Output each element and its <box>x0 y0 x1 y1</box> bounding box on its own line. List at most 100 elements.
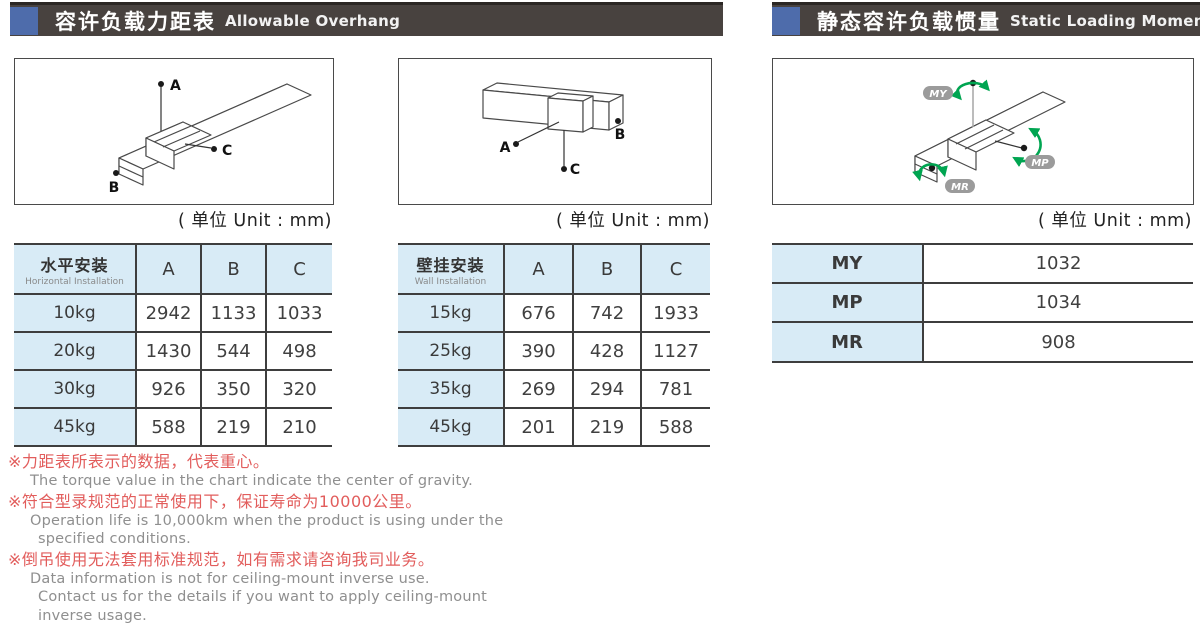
cell-value: 1033 <box>265 295 332 333</box>
column-header-c: C <box>265 245 332 295</box>
cell-value: 742 <box>572 295 640 333</box>
moment-title-zh: 静态容许负载惯量 <box>817 9 1001 34</box>
my-label: MY <box>929 89 948 100</box>
wall-install-diagram: A B C <box>398 58 712 205</box>
overhang-section-header: 容许负载力距表 Allowable Overhang <box>10 2 723 36</box>
column-header-b: B <box>572 245 640 295</box>
note-zh: ※倒吊使用无法套用标准规范，如有需求请咨询我司业务。 <box>8 549 435 569</box>
cell-value: 294 <box>572 371 640 409</box>
note-en: specified conditions. <box>38 531 191 547</box>
cell-value: 1933 <box>640 295 710 333</box>
mp-label: MP <box>1031 158 1049 169</box>
unit-label: ( 单位 Unit : mm) <box>177 211 332 231</box>
point-c-label: C <box>570 162 580 178</box>
cell-value: 1032 <box>922 245 1193 284</box>
cell-value: 676 <box>503 295 572 333</box>
cell-value: 219 <box>200 409 265 447</box>
cell-value: 544 <box>200 333 265 371</box>
blue-accent-square <box>10 6 38 35</box>
point-a-dot <box>513 141 519 147</box>
note-en: inverse usage. <box>38 607 147 624</box>
cell-value: 350 <box>200 371 265 409</box>
cell-value: 269 <box>503 371 572 409</box>
row-label: MP <box>772 284 922 323</box>
row-label: 45kg <box>398 409 503 447</box>
point-a-dot <box>158 81 164 87</box>
mr-label: MR <box>951 182 969 193</box>
carriage-end-face <box>582 95 594 133</box>
cell-value: 428 <box>572 333 640 371</box>
mp-badge <box>1025 155 1055 169</box>
moment-title-en: Static Loading Moment <box>1010 11 1200 30</box>
note-en: Operation life is 10,000km when the prod… <box>30 512 504 529</box>
cell-value: 1127 <box>640 333 710 371</box>
row-label: 30kg <box>14 371 135 409</box>
row-label: 20kg <box>14 333 135 371</box>
footnotes: ※力距表所表示的数据，代表重心。 The torque value in the… <box>8 451 648 625</box>
header-en: Horizontal Installation <box>25 276 124 287</box>
unit-label: ( 单位 Unit : mm) <box>1037 211 1192 231</box>
cell-value: 498 <box>265 333 332 371</box>
note-zh: ※力距表所表示的数据，代表重心。 <box>8 452 270 471</box>
my-badge <box>923 86 953 100</box>
cell-value: 1133 <box>200 295 265 333</box>
mp-rotation-arrow-icon <box>1012 127 1042 167</box>
point-c-dot <box>561 166 567 172</box>
mp-axis-dot <box>1020 144 1028 152</box>
moment-diagram: MY MP MR <box>772 58 1194 205</box>
row-label: 35kg <box>398 371 503 409</box>
row-label: 10kg <box>14 295 135 333</box>
wall-install-table: 壁挂安装 Wall Installation A B C 15kg 676 74… <box>398 243 710 447</box>
point-b-label: B <box>615 127 626 143</box>
cell-value: 219 <box>572 409 640 447</box>
point-a-label: A <box>170 78 181 94</box>
mr-badge <box>945 179 975 193</box>
row-label: MY <box>772 245 922 284</box>
carriage-end-face <box>947 138 977 171</box>
point-c-dot <box>211 146 217 152</box>
cell-value: 390 <box>503 333 572 371</box>
rail-isometric-diagram: A C B <box>109 78 312 196</box>
point-b-dot <box>113 170 119 176</box>
point-b-label: B <box>109 180 120 196</box>
note-en: Data information is not for ceiling-moun… <box>30 570 430 587</box>
cell-value: 320 <box>265 371 332 409</box>
note-zh: ※符合型录规范的正常使用下，保证寿命为10000公里。 <box>8 491 422 511</box>
row-label: 15kg <box>398 295 503 333</box>
cell-value: 1430 <box>135 333 200 371</box>
cell-value: 908 <box>922 323 1193 363</box>
point-b-dot <box>615 118 621 124</box>
table-header-cell: 壁挂安装 Wall Installation <box>398 245 503 295</box>
column-header-a: A <box>503 245 572 295</box>
header-zh: 水平安装 <box>40 255 109 275</box>
cell-value: 1034 <box>922 284 1193 323</box>
row-label: MR <box>772 323 922 363</box>
horizontal-install-table: 水平安装 Horizontal Installation A B C 10kg … <box>14 243 332 447</box>
cell-value: 926 <box>135 371 200 409</box>
moment-table: MY 1032 MP 1034 MR 908 <box>772 243 1193 363</box>
table-header-cell: 水平安装 Horizontal Installation <box>14 245 135 295</box>
rail-moment-diagram: MY MP MR <box>912 79 1066 193</box>
header-en: Wall Installation <box>414 276 487 287</box>
column-header-a: A <box>135 245 200 295</box>
blue-accent-square <box>772 6 800 35</box>
horizontal-install-diagram: A C B <box>14 58 334 205</box>
overhang-title-zh: 容许负载力距表 <box>55 9 216 34</box>
unit-label: ( 单位 Unit : mm) <box>555 211 710 231</box>
cell-value: 210 <box>265 409 332 447</box>
carriage-front-face <box>547 97 584 133</box>
note-en: Contact us for the details if you want t… <box>38 589 488 605</box>
header-zh: 壁挂安装 <box>416 255 485 275</box>
row-label: 25kg <box>398 333 503 371</box>
carriage-end-face <box>145 137 175 170</box>
cell-value: 781 <box>640 371 710 409</box>
rail-side-diagram: A B C <box>482 82 626 178</box>
cell-value: 588 <box>135 409 200 447</box>
note-en: The torque value in the chart indicate t… <box>30 473 473 489</box>
cell-value: 201 <box>503 409 572 447</box>
mr-rotation-arrow-icon <box>912 163 948 182</box>
my-rotation-arrow-icon <box>950 79 990 101</box>
row-label: 45kg <box>14 409 135 447</box>
cell-value: 2942 <box>135 295 200 333</box>
cell-value: 588 <box>640 409 710 447</box>
